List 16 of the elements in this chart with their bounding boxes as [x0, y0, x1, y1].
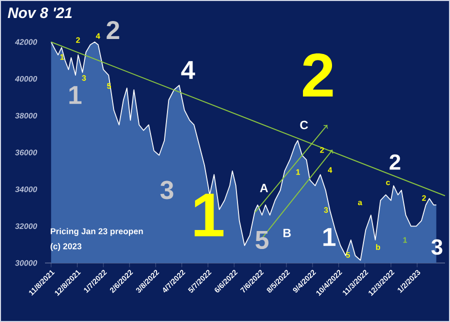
- annotation: 3: [431, 239, 442, 255]
- annotation: 4: [181, 61, 196, 79]
- annotation: (c) 2023: [50, 243, 82, 251]
- annotation: C: [300, 120, 308, 130]
- annotation: 1: [194, 194, 224, 236]
- annotation: 2: [390, 154, 400, 170]
- annotation: Pricing Jan 23 preopen: [50, 228, 143, 236]
- chart-title: Nov 8 '21: [8, 8, 72, 18]
- annotation: 5: [256, 230, 268, 250]
- annotation: B: [283, 228, 291, 238]
- text: 2: [106, 20, 120, 40]
- annotation: 2: [302, 53, 333, 97]
- annotation: 1: [69, 86, 82, 104]
- annotation: 1: [323, 228, 336, 246]
- annotation: A: [260, 184, 268, 192]
- annotation: 3: [160, 180, 174, 200]
